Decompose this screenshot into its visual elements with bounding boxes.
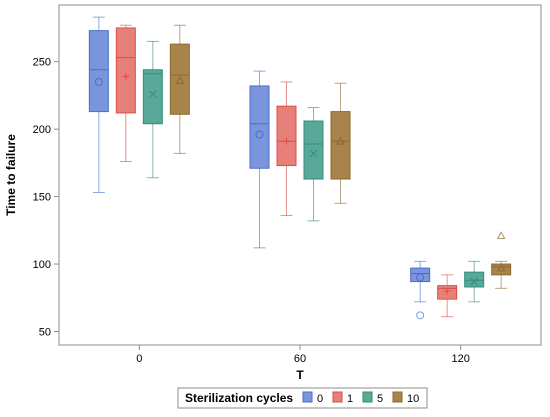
legend-item-5: 5 xyxy=(362,391,383,405)
mean-marker xyxy=(175,76,185,84)
box-body xyxy=(169,43,190,115)
box-series-group xyxy=(88,16,512,320)
x-axis-title: T xyxy=(296,368,304,382)
mean-marker xyxy=(283,137,290,145)
box-body xyxy=(491,263,512,276)
legend: Sterilization cycles 0 1 5 10 xyxy=(177,387,428,409)
box-body xyxy=(249,85,270,169)
box-1-0 xyxy=(115,24,136,163)
mean-marker xyxy=(255,130,264,139)
y-tick-label: 250 xyxy=(33,57,51,69)
box-body xyxy=(330,111,351,180)
legend-title: Sterilization cycles xyxy=(185,391,293,405)
x-tick-label: 120 xyxy=(451,353,469,365)
y-tick-label: 200 xyxy=(33,124,51,136)
x-tick-label: 0 xyxy=(136,353,142,365)
box-body xyxy=(464,271,485,288)
box-5-60 xyxy=(303,107,324,222)
box-5-120 xyxy=(464,260,485,303)
mean-marker xyxy=(94,77,103,86)
box-0-60 xyxy=(249,70,270,249)
legend-swatch xyxy=(362,391,373,403)
box-10-60 xyxy=(330,82,351,204)
mean-marker xyxy=(122,73,130,81)
legend-item-0: 0 xyxy=(302,391,323,405)
box-10-120 xyxy=(491,231,512,289)
y-axis-title: Time to failure xyxy=(4,134,18,216)
y-tick-label: 150 xyxy=(33,192,51,204)
mean-marker xyxy=(309,149,318,158)
box-5-0 xyxy=(142,40,163,179)
box-0-120 xyxy=(410,260,431,320)
legend-item-label: 10 xyxy=(407,393,419,405)
legend-items: 0 1 5 10 xyxy=(302,391,419,405)
x-tick-label: 60 xyxy=(294,353,306,365)
legend-frame xyxy=(177,387,428,409)
box-body xyxy=(88,30,109,113)
legend-item-1: 1 xyxy=(332,391,353,405)
box-body xyxy=(142,69,163,125)
box-10-0 xyxy=(169,24,190,154)
mean-marker xyxy=(336,136,345,145)
box-1-120 xyxy=(437,274,458,318)
legend-item-label: 5 xyxy=(377,393,383,405)
legend-item-10: 10 xyxy=(392,391,419,405)
mean-marker xyxy=(148,90,157,98)
y-tick-label: 100 xyxy=(33,259,51,271)
mean-marker xyxy=(496,263,506,272)
box-body xyxy=(276,105,297,167)
legend-item-label: 1 xyxy=(347,393,353,405)
x-axis: 0 60 120 xyxy=(136,345,470,365)
mean-marker xyxy=(416,273,425,282)
box-0-0 xyxy=(88,16,109,194)
box-body xyxy=(115,27,136,114)
legend-item-label: 0 xyxy=(317,393,323,405)
box-body xyxy=(303,120,324,180)
legend-swatch xyxy=(332,391,343,403)
legend-swatch xyxy=(392,391,403,403)
legend-swatch xyxy=(302,391,313,403)
outlier-point xyxy=(496,231,506,240)
y-axis: 50 100 150 200 250 xyxy=(33,57,59,339)
outlier-point xyxy=(416,311,425,320)
mean-marker xyxy=(443,287,451,295)
y-tick-label: 50 xyxy=(39,327,51,339)
box-body xyxy=(410,267,431,283)
box-1-60 xyxy=(276,81,297,216)
mean-marker xyxy=(470,277,479,286)
